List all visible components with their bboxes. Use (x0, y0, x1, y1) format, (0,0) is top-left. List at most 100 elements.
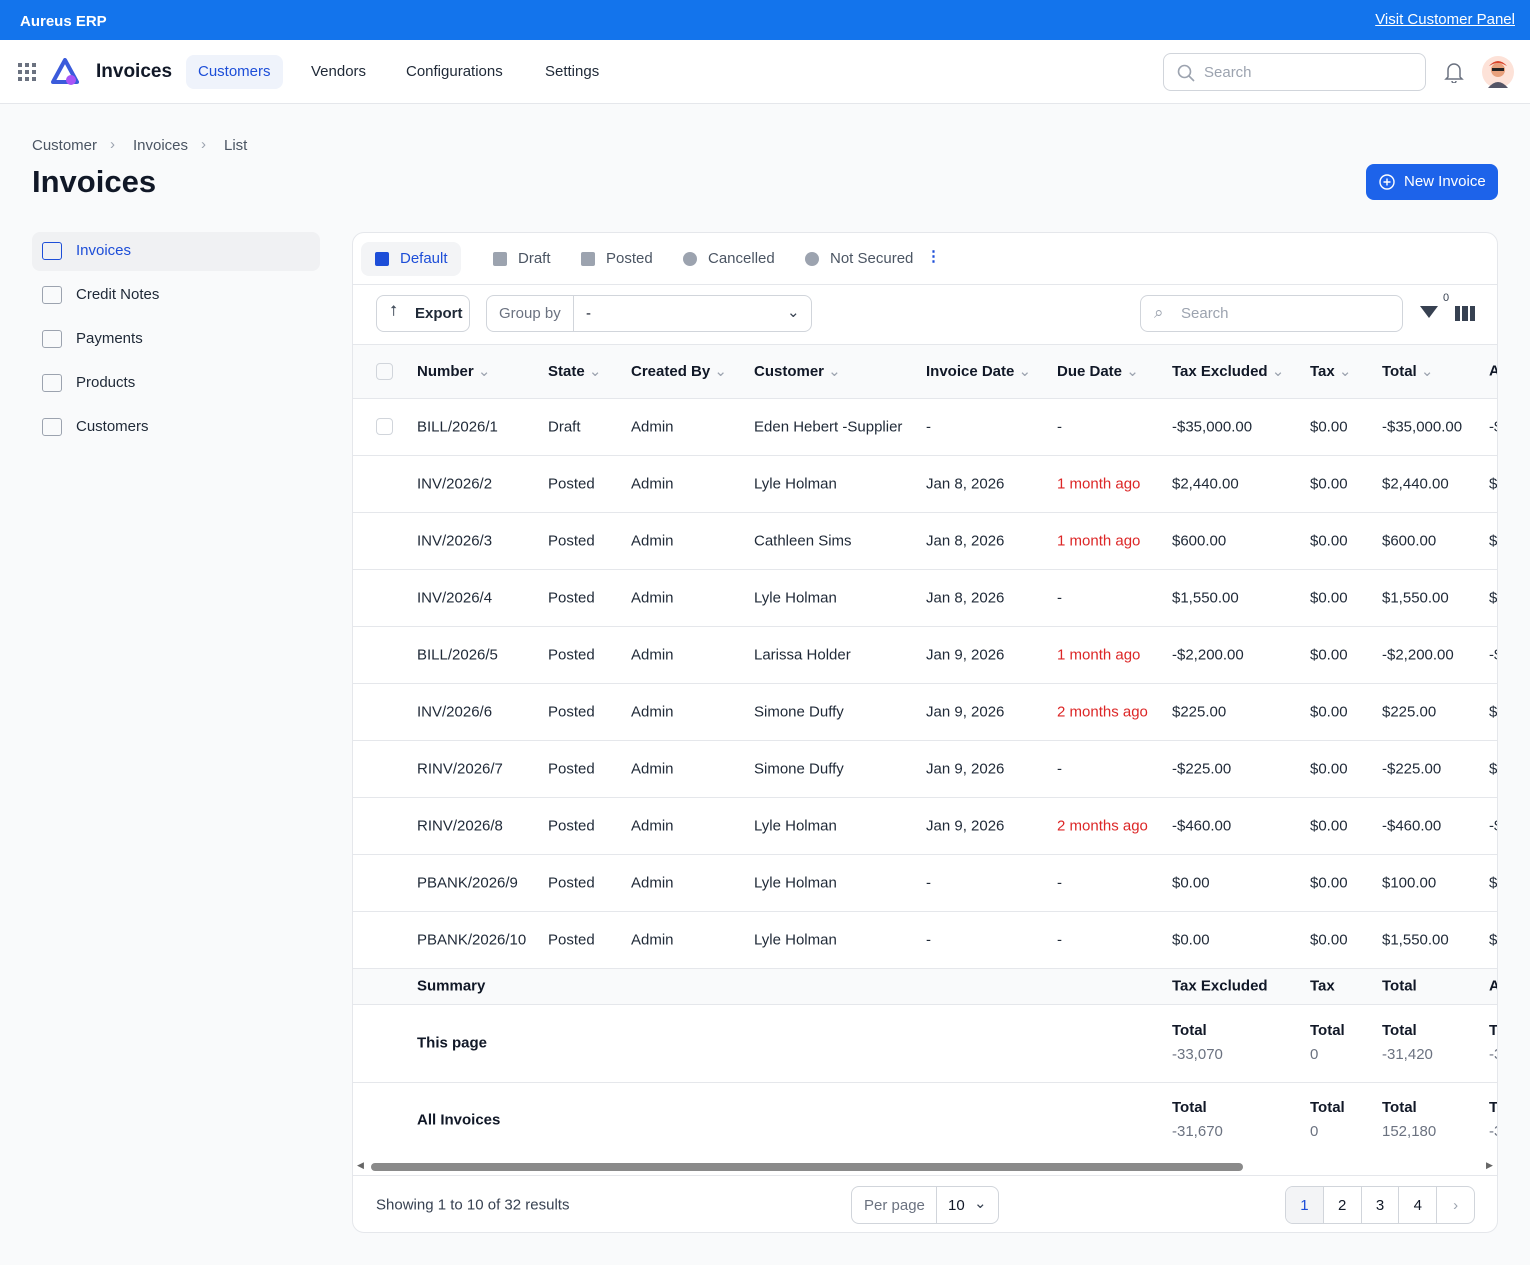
table-cell: $600.00 (1172, 532, 1227, 549)
sidebar-item[interactable]: Payments (76, 330, 143, 347)
table-cell[interactable]: RINV/2026/7 (417, 760, 503, 777)
sidebar-item[interactable]: Invoices (76, 242, 132, 259)
column-header[interactable]: Number ⌄ (417, 363, 491, 380)
summary-cell-label: T (1489, 1099, 1498, 1116)
table-cell: $0.00 (1172, 874, 1210, 891)
summary-cell-label: Total (1382, 1022, 1417, 1039)
table-cell: Lyle Holman (754, 475, 837, 492)
sort-icon: ⌄ (1267, 363, 1285, 380)
table-cell[interactable]: BILL/2026/1 (417, 418, 498, 435)
table-cell: $ (1489, 703, 1498, 720)
column-header[interactable]: Due Date ⌄ (1057, 363, 1139, 380)
table-cell: Posted (548, 874, 595, 891)
table-cell: Admin (631, 931, 674, 948)
table-cell[interactable]: INV/2026/4 (417, 589, 493, 606)
table-search[interactable]: ⌕ Search (1140, 295, 1403, 332)
apps-icon[interactable] (18, 63, 36, 81)
select-all[interactable] (376, 363, 393, 380)
column-header[interactable]: A (1489, 363, 1497, 380)
table-cell: -$ (1489, 418, 1497, 435)
summary-cell-value: -31,420 (1382, 1046, 1433, 1063)
summary-cell-value: -3 (1489, 1123, 1497, 1140)
tab[interactable]: Cancelled (708, 250, 775, 267)
page-button[interactable]: 2 (1324, 1187, 1362, 1223)
avatar[interactable] (1482, 56, 1514, 88)
global-search[interactable]: Search (1163, 53, 1426, 91)
table-cell: $2,440.00 (1172, 475, 1239, 492)
column-header[interactable]: Created By ⌄ (631, 363, 727, 380)
breadcrumb-separator: › (201, 136, 206, 153)
table-cell: Admin (631, 475, 674, 492)
table-cell[interactable]: PBANK/2026/9 (417, 874, 518, 891)
per-page-select[interactable]: Per page 10 ⌄ (851, 1186, 999, 1224)
nav-item[interactable]: Vendors (311, 63, 367, 80)
table-cell: Jan 9, 2026 (926, 817, 1005, 834)
sidebar-icon (42, 374, 62, 392)
tab[interactable]: Not Secured (830, 250, 914, 267)
page-button[interactable]: 1 (1286, 1187, 1324, 1223)
tab[interactable]: Default (400, 250, 448, 267)
scroll-left: ◀ (357, 1160, 364, 1170)
table-cell: $ (1489, 532, 1498, 549)
customer-panel-link[interactable]: Visit Customer Panel (1375, 11, 1515, 28)
sidebar-item[interactable]: Customers (76, 418, 149, 435)
export-button[interactable]: ⭡ Export (376, 295, 470, 332)
next-page[interactable]: › (1453, 1196, 1459, 1214)
table-cell: $0.00 (1310, 532, 1348, 549)
upload-icon: ⭡ (390, 303, 398, 320)
sidebar-icon (42, 418, 62, 436)
table-cell: $1,550.00 (1382, 589, 1449, 606)
table-cell: -$ (1489, 646, 1497, 663)
tab[interactable]: Draft (518, 250, 551, 267)
table-cell: $100.00 (1382, 874, 1437, 891)
table-cell[interactable]: INV/2026/3 (417, 532, 493, 549)
table-cell: $ (1489, 589, 1498, 606)
page-button[interactable]: 3 (1362, 1187, 1400, 1223)
table-cell: Posted (548, 817, 595, 834)
table-cell: - (1057, 589, 1062, 606)
table-cell: Simone Duffy (754, 760, 844, 777)
column-header[interactable]: Customer ⌄ (754, 363, 841, 380)
sort-icon: ⌄ (473, 363, 491, 380)
tab-icon (805, 252, 819, 266)
new-invoice-button[interactable]: New Invoice (1366, 164, 1498, 200)
scrollbar-thumb[interactable] (371, 1163, 1243, 1171)
table-cell[interactable]: RINV/2026/8 (417, 817, 503, 834)
more-tabs[interactable]: ⋮ (926, 248, 941, 265)
table-cell[interactable]: PBANK/2026/10 (417, 931, 527, 948)
filter-button[interactable] (1420, 306, 1438, 318)
breadcrumb-item[interactable]: Invoices (133, 137, 189, 154)
export-label: Export (415, 305, 463, 322)
hline (353, 1175, 1497, 1176)
notifications[interactable] (1444, 61, 1464, 83)
column-header[interactable]: Tax Excluded ⌄ (1172, 363, 1285, 380)
breadcrumb-item[interactable]: Customer (32, 137, 98, 154)
summary-column: Tax Excluded (1172, 977, 1268, 995)
plus-icon (1379, 174, 1395, 190)
sidebar-item[interactable]: Credit Notes (76, 286, 160, 303)
column-header[interactable]: Tax ⌄ (1310, 363, 1352, 380)
sidebar-item[interactable]: Products (76, 374, 136, 391)
column-header[interactable]: Invoice Date ⌄ (926, 363, 1032, 380)
page-button[interactable]: 4 (1399, 1187, 1438, 1223)
table-cell: 1 month ago (1057, 646, 1141, 663)
table-cell: Posted (548, 760, 595, 777)
row-checkbox[interactable] (376, 417, 393, 435)
table-cell[interactable]: INV/2026/2 (417, 475, 493, 492)
nav-item[interactable]: Customers (198, 63, 271, 80)
table-cell[interactable]: INV/2026/6 (417, 703, 493, 720)
table-cell: $0.00 (1310, 931, 1348, 948)
table-cell: 1 month ago (1057, 475, 1141, 492)
table-cell: -$460.00 (1382, 817, 1442, 834)
tab[interactable]: Posted (606, 250, 653, 267)
columns-button[interactable] (1455, 306, 1475, 321)
column-header[interactable]: State ⌄ (548, 363, 602, 380)
table-cell: Posted (548, 532, 595, 549)
column-header[interactable]: Total ⌄ (1382, 363, 1434, 380)
table-cell[interactable]: BILL/2026/5 (417, 646, 498, 663)
tab-icon (375, 252, 389, 266)
nav-item[interactable]: Configurations (406, 63, 503, 80)
group-by-select[interactable]: Group by - ⌄ (486, 295, 812, 332)
nav-item[interactable]: Settings (545, 63, 600, 80)
